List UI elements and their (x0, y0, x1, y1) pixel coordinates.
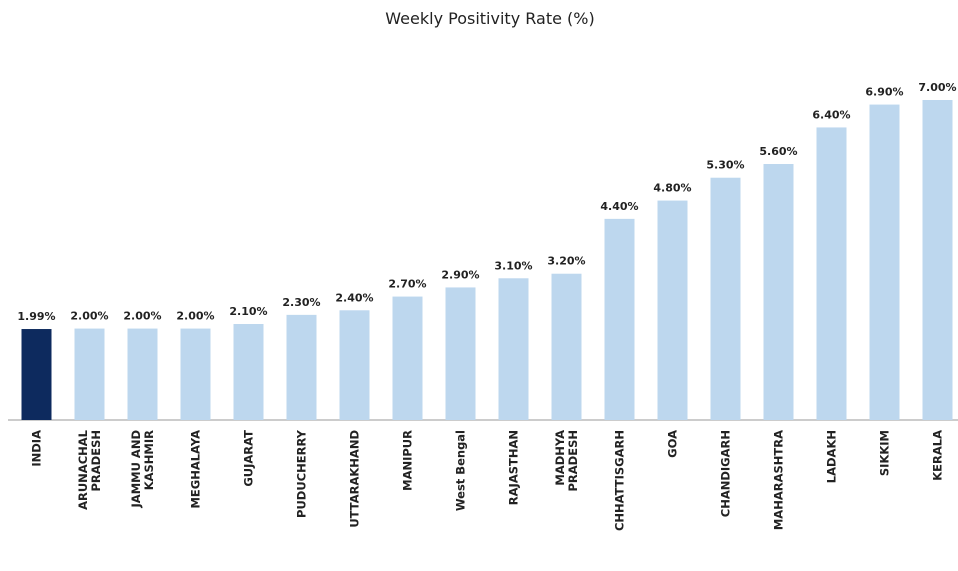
value-label: 2.30% (282, 296, 320, 309)
x-tick-label: MEGHALAYA (189, 430, 203, 509)
bar (339, 310, 370, 420)
bar (21, 329, 52, 420)
value-label: 2.00% (176, 310, 214, 323)
bar (74, 328, 105, 420)
bar (657, 200, 688, 420)
bar (127, 328, 158, 420)
value-label: 4.40% (600, 200, 638, 213)
x-tick-label: MADHYAPRADESH (553, 430, 580, 492)
bar (286, 314, 317, 420)
x-tick-label: UTTARAKHAND (348, 430, 362, 528)
value-label: 2.40% (335, 291, 373, 304)
value-label: 4.80% (653, 182, 691, 195)
bar (763, 164, 794, 420)
value-label: 2.70% (388, 278, 426, 291)
x-tick-label: RAJASTHAN (507, 430, 521, 505)
bar (816, 127, 847, 420)
value-label: 2.90% (441, 268, 479, 281)
value-label: 2.00% (70, 310, 108, 323)
chart-title: Weekly Positivity Rate (%) (385, 9, 594, 28)
bar (922, 100, 953, 420)
value-label: 6.40% (812, 108, 850, 121)
value-label: 3.10% (494, 259, 532, 272)
x-tick-label: MANIPUR (401, 430, 415, 491)
value-label: 7.00% (918, 81, 956, 94)
value-label: 2.00% (123, 310, 161, 323)
x-tick-label: INDIA (30, 430, 44, 467)
value-label: 5.30% (706, 159, 744, 172)
bar (445, 287, 476, 420)
x-tick-label: GOA (666, 430, 680, 458)
bar (869, 104, 900, 421)
value-label: 1.99% (17, 310, 55, 323)
x-tick-label: JAMMU ANDKASHMIR (129, 430, 156, 509)
x-tick-label: SIKKIM (878, 430, 892, 476)
x-tick-label: CHANDIGARH (719, 430, 733, 517)
x-tick-label: West Bengal (454, 430, 468, 511)
x-tick-label: CHHATTISGARH (613, 430, 627, 531)
bar (233, 324, 264, 420)
value-label: 5.60% (759, 145, 797, 158)
x-tick-label: KERALA (931, 430, 945, 481)
value-label: 6.90% (865, 86, 903, 99)
x-tick-label: GUJARAT (242, 430, 256, 487)
bar (604, 218, 635, 420)
bar (180, 328, 211, 420)
bar (710, 177, 741, 420)
bar (551, 273, 582, 420)
value-label: 2.10% (229, 305, 267, 318)
bar (498, 278, 529, 420)
x-tick-label: ARUNACHALPRADESH (76, 429, 103, 510)
x-tick-label: MAHARASHTRA (772, 430, 786, 530)
x-tick-label: PUDUCHERRY (295, 429, 309, 518)
bar (392, 296, 423, 420)
x-tick-label: LADAKH (825, 430, 839, 483)
value-label: 3.20% (547, 255, 585, 268)
